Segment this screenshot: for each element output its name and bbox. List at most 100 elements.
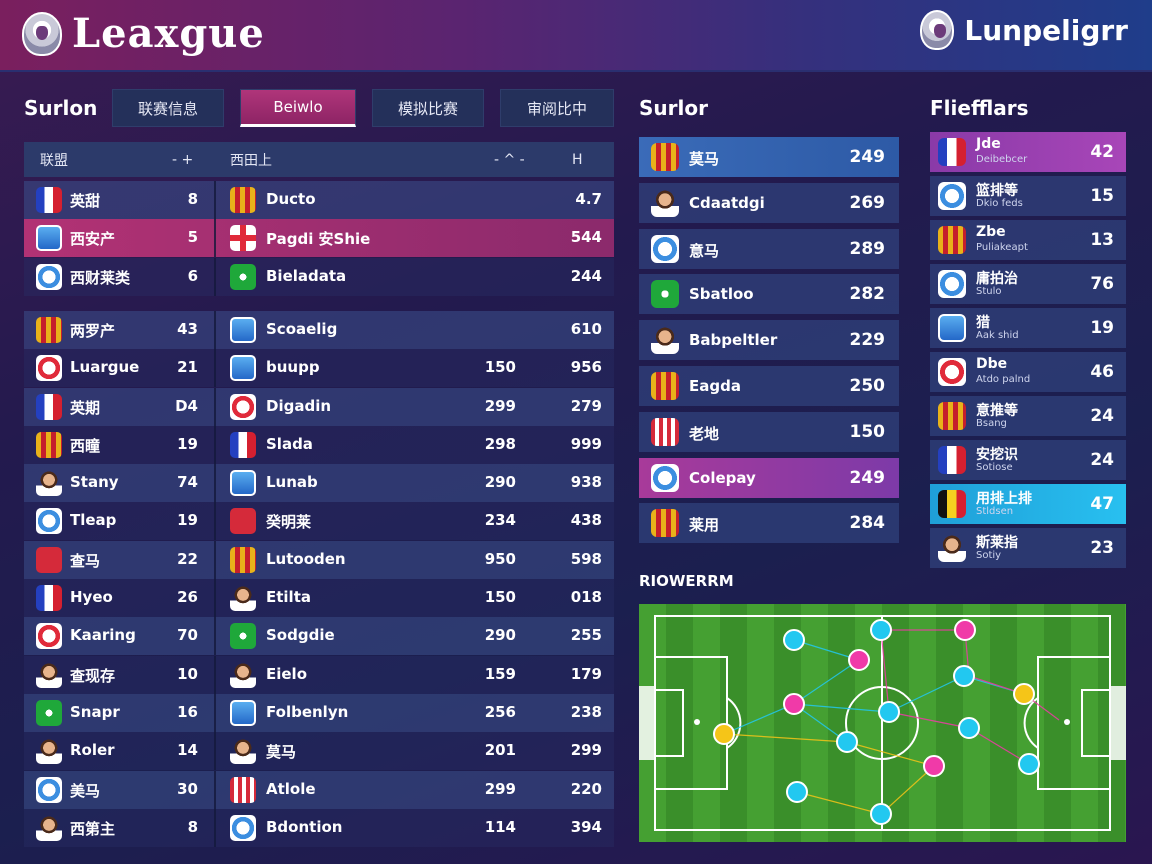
column-header[interactable]: - + [172, 151, 194, 168]
table-row[interactable]: Snapr 16 Folbenlyn 256 238 [24, 693, 614, 732]
opponent-name: Atlole [266, 779, 316, 798]
tab-review[interactable]: 审阅比中 [500, 89, 614, 127]
team-name: 美马 [70, 781, 101, 800]
team-stat: 21 [177, 358, 198, 377]
list-item[interactable]: 莫马 249 [639, 137, 899, 177]
player-marker[interactable] [783, 629, 805, 651]
player-marker[interactable] [958, 717, 980, 739]
player-badge-icon [938, 226, 966, 254]
table-header: 联盟 - + 西田上 - ^ - H [24, 142, 614, 177]
stat-value: 279 [570, 396, 602, 415]
opponent-name: Lunab [266, 473, 318, 492]
player-item[interactable]: 用排上排 Stldsen 47 [930, 484, 1126, 524]
opponent-name: Bdontion [266, 817, 343, 836]
formation-pitch[interactable] [639, 604, 1126, 842]
player-item[interactable]: 安挖识 Sotiose 24 [930, 440, 1126, 480]
team-stat: 5 [187, 228, 198, 247]
tab-beiwlo[interactable]: Beiwlo [240, 89, 356, 127]
stat-value: 956 [570, 358, 602, 377]
player-item[interactable]: 斯莱指 Sotiy 23 [930, 528, 1126, 568]
player-marker[interactable] [953, 665, 975, 687]
list-item[interactable]: Eagda 250 [639, 366, 899, 406]
table-row[interactable]: 英期 D4 Digadin 299 279 [24, 387, 614, 426]
player-marker[interactable] [878, 701, 900, 723]
brand-left[interactable]: Leaxgue [22, 10, 265, 57]
player-name: Dbe [976, 356, 1008, 372]
player-item[interactable]: Zbe Puliakeapt 13 [930, 220, 1126, 260]
stat-value: 598 [570, 549, 602, 568]
right-goal [1110, 686, 1126, 760]
table-row[interactable]: Tleap 19 癸明莱 234 438 [24, 502, 614, 541]
player-marker[interactable] [786, 781, 808, 803]
player-marker[interactable] [836, 731, 858, 753]
table-row[interactable]: 英甜 8 Ducto 4.7 [24, 181, 614, 219]
tab-simulate-match[interactable]: 模拟比赛 [372, 89, 484, 127]
table-row[interactable]: Hyeo 26 Etilta 150 018 [24, 579, 614, 617]
table-row[interactable]: Roler 14 莫马 201 299 [24, 732, 614, 771]
player-item[interactable]: 篮排等 Dkio feds 15 [930, 176, 1126, 216]
list-item[interactable]: 莱用 284 [639, 503, 899, 544]
list-item[interactable]: 意马 289 [639, 228, 899, 269]
table-row[interactable]: 西财莱类 6 Bieladata 244 [24, 257, 614, 296]
player-marker[interactable] [713, 723, 735, 745]
opponent-badge-icon [230, 508, 256, 535]
list-item[interactable]: Cdaatdgi 269 [639, 182, 899, 223]
player-item[interactable]: 猎 Aak shid 19 [930, 308, 1126, 348]
stat-value: 159 [484, 664, 516, 683]
table-row[interactable]: 美马 30 Atlole 299 220 [24, 770, 614, 809]
table-row[interactable]: 查现存 10 Eielo 159 179 [24, 655, 614, 694]
player-marker[interactable] [870, 803, 892, 825]
stat-value: 4.7 [575, 190, 602, 208]
player-marker[interactable] [1018, 753, 1040, 775]
table-row[interactable]: Luargue 21 buupp 150 956 [24, 349, 614, 388]
player-item[interactable]: 意推等 Bsang 24 [930, 396, 1126, 436]
team-stat: 74 [177, 473, 198, 492]
item-name: 莫马 [689, 150, 720, 168]
table-row[interactable]: Stany 74 Lunab 290 938 [24, 464, 614, 503]
item-value: 150 [849, 421, 886, 442]
table-row[interactable]: 查马 22 Lutooden 950 598 [24, 540, 614, 579]
table-row[interactable]: 西安产 5 Pagdi 安Shie 544 [24, 219, 614, 258]
column-header[interactable]: 联盟 [40, 152, 68, 169]
brand-right[interactable]: Lunpeligrr [920, 10, 1128, 50]
column-divider [214, 732, 216, 771]
player-subtitle: Deibebcer [976, 154, 1028, 165]
list-item[interactable]: Sbatloo 282 [639, 274, 899, 315]
stat-value: 150 [484, 358, 516, 377]
app-title: Leaxgue [72, 10, 265, 57]
player-marker[interactable] [954, 619, 976, 641]
stat-value: 114 [484, 817, 516, 836]
list-item[interactable]: Colepay 249 [639, 457, 899, 498]
table-row[interactable]: 西第主 8 Bdontion 114 394 [24, 808, 614, 847]
player-item[interactable]: Dbe Atdo palnd 46 [930, 352, 1126, 392]
player-item[interactable]: 庸拍治 Stulo 76 [930, 264, 1126, 304]
opponent-badge-icon [230, 316, 256, 343]
team-stat: D4 [175, 396, 198, 415]
player-marker[interactable] [870, 619, 892, 641]
opponent-badge-icon [230, 623, 256, 650]
column-header[interactable]: - ^ - [494, 151, 525, 168]
team-badge-icon [651, 143, 679, 171]
column-header[interactable]: 西田上 [230, 152, 272, 169]
stat-value: 299 [484, 779, 516, 798]
table-row[interactable]: Kaaring 70 Sodgdie 290 255 [24, 617, 614, 656]
player-markers [713, 619, 1040, 825]
team-name: Luargue [70, 358, 140, 377]
list-item[interactable]: Babpeltler 229 [639, 320, 899, 361]
penalty-spot [1064, 719, 1070, 725]
player-marker[interactable] [1013, 683, 1035, 705]
stat-value: 234 [484, 511, 516, 530]
column-header[interactable]: H [572, 151, 583, 168]
list-item[interactable]: 老地 150 [639, 411, 899, 452]
stat-value: 299 [484, 396, 516, 415]
player-marker[interactable] [783, 693, 805, 715]
player-marker[interactable] [923, 755, 945, 777]
player-item[interactable]: Jde Deibebcer 42 [930, 132, 1126, 172]
item-value: 284 [849, 513, 886, 534]
tab-league-info[interactable]: 联赛信息 [112, 89, 224, 127]
item-value: 249 [849, 467, 886, 488]
table-row[interactable]: 两罗产 43 Scoaelig 610 [24, 310, 614, 349]
player-marker[interactable] [848, 649, 870, 671]
column-divider [214, 770, 216, 809]
table-row[interactable]: 西瞳 19 Slada 298 999 [24, 425, 614, 464]
